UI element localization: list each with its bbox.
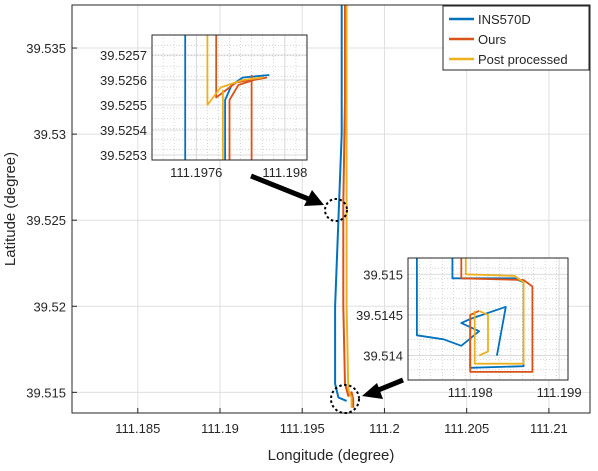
series-line-ins570d [334, 5, 347, 402]
x-tick-label: 111.195 [280, 421, 325, 436]
x-tick-label: 111.21 [530, 421, 568, 436]
x-tick-label: 111.19 [201, 421, 239, 436]
inset-top-left-series [184, 35, 270, 160]
main-axes-box [71, 4, 591, 414]
y-tick-label: 39.52 [33, 299, 66, 314]
inset-top-left-y-tick-label: 39.5253 [100, 148, 147, 163]
y-tick-label: 39.525 [26, 213, 66, 228]
x-axis-label: Longitude (degree) [268, 447, 395, 464]
y-axis-label: Latitude (degree) [2, 152, 19, 266]
series-line-post-processed [345, 5, 353, 408]
inset-bottom-right-y-tick-label: 39.5145 [356, 308, 403, 323]
inset-top-left-y-tick-label: 39.5254 [100, 123, 147, 138]
inset-bottom-right: 111.198 111.199 39.514 39.5145 39.515 [356, 257, 582, 400]
zoom-circle-lower [330, 384, 360, 414]
inset-bottom-right-series-post-processed [464, 258, 525, 365]
x-tick-label: 111.205 [444, 421, 489, 436]
inset-top-left-x-tick-label: 111.198 [262, 165, 307, 180]
inset-bottom-right-series [415, 258, 534, 373]
inset-top-left-series-post-processed [206, 35, 263, 106]
arrow-lower [362, 377, 404, 399]
inset-top-left-box [151, 34, 308, 161]
inset-top-left-ticks: 111.1976 111.198 39.5253 39.5254 39.5255 39.5… [100, 48, 307, 180]
legend-label-post-processed: Post processed [478, 52, 568, 67]
y-tick-label: 39.53 [33, 127, 66, 142]
inset-top-left-y-tick-label: 39.5257 [100, 48, 147, 63]
main-series [334, 5, 355, 408]
inset-bottom-right-series-ins570d [415, 258, 507, 356]
inset-bottom-right-y-tick-label: 39.514 [363, 349, 403, 364]
inset-bottom-right-series-ours [469, 310, 480, 368]
inset-top-left: 111.1976 111.198 39.5253 39.5254 39.5255 39.5… [100, 34, 308, 180]
legend-label-ours: Ours [478, 32, 507, 47]
legend: INS570D Ours Post processed [442, 5, 590, 71]
inset-bottom-right-box [407, 257, 569, 381]
arrow-upper [250, 173, 324, 206]
inset-bottom-right-series-ours [460, 258, 534, 373]
y-tick-label: 39.515 [26, 385, 66, 400]
inset-bottom-right-y-tick-label: 39.515 [363, 267, 403, 282]
inset-top-left-x-tick-label: 111.1976 [170, 165, 222, 180]
inset-bottom-right-ticks: 111.198 111.199 39.514 39.5145 39.515 [356, 267, 582, 400]
inset-top-left-y-tick-label: 39.5255 [100, 98, 147, 113]
inset-bottom-right-x-tick-label: 111.199 [537, 385, 582, 400]
x-tick-label: 111.185 [115, 421, 160, 436]
inset-bottom-right-x-tick-label: 111.198 [448, 385, 493, 400]
x-tick-label: 111.2 [369, 421, 400, 436]
zoom-circle-upper [324, 198, 348, 222]
inset-top-left-y-tick-label: 39.5256 [100, 73, 147, 88]
inset-bottom-right-series-post-processed [478, 310, 489, 357]
y-tick-label: 39.535 [26, 41, 66, 56]
series-line-ours [342, 5, 355, 408]
legend-label-ins570d: INS570D [478, 12, 531, 27]
main-ticks: 111.185 111.19 111.195 111.2 111.205 111.21 39… [26, 41, 568, 436]
